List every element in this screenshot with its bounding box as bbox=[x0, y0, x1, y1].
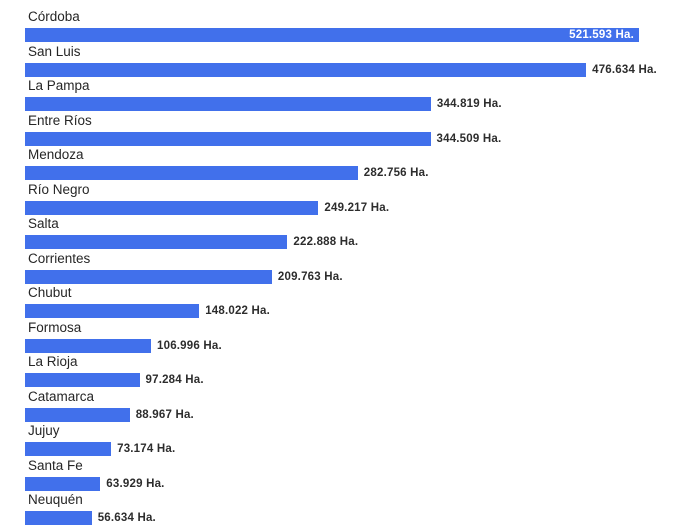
province-label: Chubut bbox=[28, 285, 72, 300]
bar: 88.967 Ha. bbox=[25, 407, 194, 422]
value-label: 63.929 Ha. bbox=[106, 477, 165, 490]
bar-row: Corrientes 209.763 Ha. bbox=[25, 250, 684, 285]
bar: 344.819 Ha. bbox=[25, 97, 502, 111]
bar-row: Formosa 106.996 Ha. bbox=[25, 319, 684, 354]
value-label: 476.634 Ha. bbox=[592, 63, 657, 76]
value-label: 222.888 Ha. bbox=[293, 236, 359, 248]
bar-row: Entre Ríos 344.509 Ha. bbox=[25, 112, 684, 147]
bar: 73.174 Ha. bbox=[25, 442, 175, 456]
bar-row: San Luis 476.634 Ha. bbox=[25, 43, 684, 78]
bar-row: Río Negro 249.217 Ha. bbox=[25, 181, 684, 216]
bar: 97.284 Ha. bbox=[25, 373, 204, 387]
bar-row: Córdoba 521.593 Ha. bbox=[25, 8, 684, 43]
bar-row: Neuquén 56.634 Ha. bbox=[25, 491, 684, 526]
bar-row: Santa Fe 63.929 Ha. bbox=[25, 457, 684, 492]
bar-row: Catamarca 88.967 Ha. bbox=[25, 388, 684, 423]
value-label: 249.217 Ha. bbox=[324, 201, 390, 214]
bar: 209.763 Ha. bbox=[25, 269, 343, 284]
province-label: Río Negro bbox=[28, 181, 90, 197]
province-label: Mendoza bbox=[28, 147, 84, 162]
bar: 56.634 Ha. bbox=[25, 511, 156, 525]
province-label: Santa Fe bbox=[28, 457, 83, 473]
bar: 521.593 Ha. bbox=[25, 28, 639, 42]
value-label: 56.634 Ha. bbox=[97, 512, 156, 524]
province-label: Salta bbox=[28, 216, 59, 231]
bar: 344.509 Ha. bbox=[25, 131, 501, 146]
bar: 249.217 Ha. bbox=[25, 200, 389, 215]
bar-row: La Pampa 344.819 Ha. bbox=[25, 77, 684, 112]
value-label: 344.509 Ha. bbox=[436, 132, 502, 145]
value-label: 282.756 Ha. bbox=[363, 167, 429, 179]
value-label: 106.996 Ha. bbox=[157, 339, 222, 352]
province-label: Corrientes bbox=[28, 250, 91, 266]
province-label: Catamarca bbox=[28, 388, 95, 404]
province-label: San Luis bbox=[28, 43, 81, 59]
province-label: Formosa bbox=[28, 319, 82, 335]
province-label: Entre Ríos bbox=[28, 112, 92, 128]
province-label: La Pampa bbox=[28, 78, 90, 93]
value-label: 521.593 Ha. bbox=[569, 29, 634, 41]
bar: 63.929 Ha. bbox=[25, 476, 164, 491]
value-label: 88.967 Ha. bbox=[135, 408, 194, 421]
province-label: La Rioja bbox=[28, 354, 78, 369]
bar: 148.022 Ha. bbox=[25, 304, 270, 318]
bar-row: La Rioja 97.284 Ha. bbox=[25, 353, 684, 388]
value-label: 209.763 Ha. bbox=[277, 270, 343, 283]
province-label: Jujuy bbox=[28, 423, 60, 438]
bar: 106.996 Ha. bbox=[25, 338, 222, 353]
bar-row: Jujuy 73.174 Ha. bbox=[25, 422, 684, 457]
bar-row: Salta 222.888 Ha. bbox=[25, 215, 684, 250]
value-label: 344.819 Ha. bbox=[436, 98, 502, 110]
value-label: 97.284 Ha. bbox=[145, 374, 204, 386]
value-label: 73.174 Ha. bbox=[117, 443, 176, 455]
bar: 476.634 Ha. bbox=[25, 62, 657, 77]
bar: 222.888 Ha. bbox=[25, 235, 358, 249]
bar: 282.756 Ha. bbox=[25, 166, 428, 180]
bar-row: Mendoza 282.756 Ha. bbox=[25, 146, 684, 181]
bar-row: Chubut 148.022 Ha. bbox=[25, 284, 684, 319]
province-label: Córdoba bbox=[28, 9, 80, 24]
value-label: 148.022 Ha. bbox=[205, 305, 271, 317]
province-label: Neuquén bbox=[28, 492, 83, 507]
